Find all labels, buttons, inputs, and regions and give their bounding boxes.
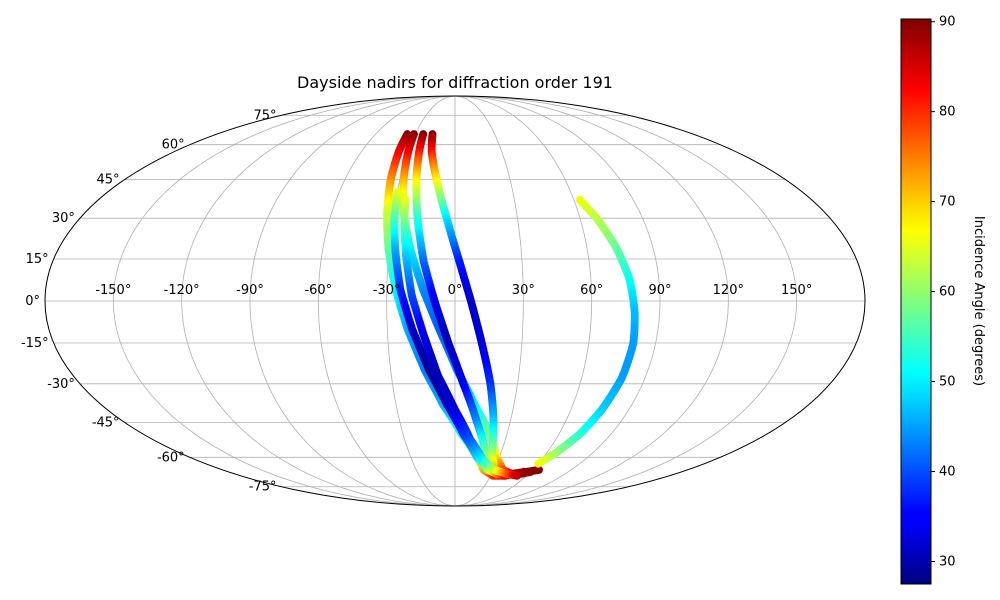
map-boundary xyxy=(44,95,866,507)
latitude-tick-labels: 75° 60° 45° 30° 15° 0° -15° -30° -45° -60° -75° xyxy=(21,108,277,494)
graticule xyxy=(45,95,865,507)
meridian-gridline xyxy=(112,95,456,507)
chart-title: Dayside nadirs for diffraction order 191 xyxy=(297,73,613,92)
data-points xyxy=(383,130,639,480)
meridian-gridline xyxy=(249,95,456,507)
lon-tick-label: 150° xyxy=(781,283,812,298)
colorbar-gradient xyxy=(900,18,932,585)
lon-tick-label: -30° xyxy=(373,283,401,298)
lat-tick-label: -45° xyxy=(92,415,120,430)
nadir-point xyxy=(512,471,521,480)
lon-tick-label: -90° xyxy=(236,283,264,298)
nadir-point xyxy=(534,465,543,474)
lon-tick-label: 90° xyxy=(648,283,671,298)
meridian-gridline xyxy=(454,95,798,507)
lat-tick-label: -30° xyxy=(47,377,75,392)
lon-tick-label: -150° xyxy=(95,283,131,298)
meridian-gridline xyxy=(317,95,456,507)
longitude-tick-labels: -150° -120° -90° -60° -30° 0° 30° 60° 90° 120° 150… xyxy=(95,283,812,298)
lat-tick-label: -15° xyxy=(21,336,49,351)
lat-tick-label: 0° xyxy=(25,294,40,309)
lat-tick-label: -60° xyxy=(157,450,185,465)
lat-tick-label: 45° xyxy=(97,173,120,188)
meridian-gridline xyxy=(454,95,661,507)
lat-tick-label: 15° xyxy=(26,252,49,267)
colorbar-tick-label: 40 xyxy=(939,465,956,480)
lat-tick-label: -75° xyxy=(249,480,277,495)
colorbar-ticks: 30 40 50 60 70 80 90 xyxy=(931,15,956,570)
lon-tick-label: 120° xyxy=(713,283,744,298)
colorbar-tick-label: 80 xyxy=(939,105,956,120)
lat-tick-label: 75° xyxy=(253,108,276,123)
colorbar-tick-label: 30 xyxy=(939,555,956,570)
colorbar-tick-label: 90 xyxy=(939,15,956,30)
lon-tick-label: 30° xyxy=(512,283,535,298)
meridian-gridline xyxy=(181,95,456,507)
nadir-point xyxy=(534,459,543,468)
lon-tick-label: 60° xyxy=(580,283,603,298)
colorbar: 30 40 50 60 70 80 90 Incidence Angle (degrees) xyxy=(900,15,986,585)
colorbar-tick-label: 50 xyxy=(939,375,956,390)
meridian-gridline xyxy=(454,95,729,507)
lat-tick-label: 60° xyxy=(162,138,185,153)
lon-tick-label: -120° xyxy=(164,283,200,298)
colorbar-tick-label: 70 xyxy=(939,195,956,210)
lon-tick-label: 0° xyxy=(448,283,463,298)
lat-tick-label: 30° xyxy=(52,211,75,226)
colorbar-label: Incidence Angle (degrees) xyxy=(971,216,986,386)
colorbar-tick-label: 60 xyxy=(939,285,956,300)
lon-tick-label: -60° xyxy=(304,283,332,298)
